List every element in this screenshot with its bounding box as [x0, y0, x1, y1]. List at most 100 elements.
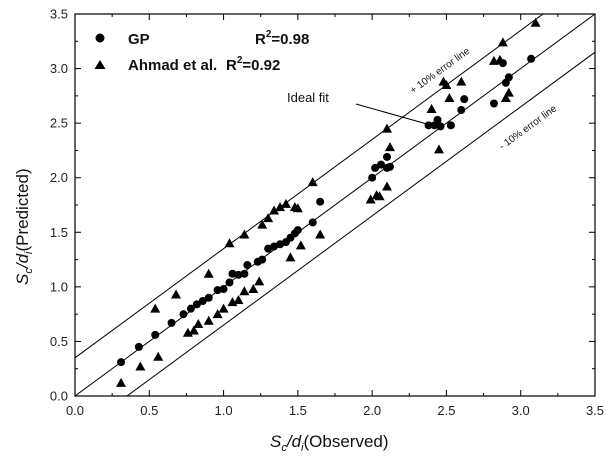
- ahmad-point-18: [254, 276, 265, 286]
- y-tick-label-7: 3.5: [50, 7, 68, 22]
- ahmad-point-22: [275, 202, 286, 212]
- gp-point-28: [371, 163, 380, 172]
- legend-label-ahmad: Ahmad et al.: [128, 57, 217, 74]
- gp-point-44: [527, 54, 536, 63]
- y-tick-label-5: 2.5: [50, 116, 68, 131]
- ahmad-point-4: [171, 289, 182, 299]
- axis-ticks: [74, 13, 596, 397]
- legend-r2-gp: R2=0.98: [255, 29, 309, 48]
- ahmad-point-45: [500, 93, 511, 103]
- ahmad-point-21: [269, 205, 280, 215]
- ahmad-point-41: [456, 76, 467, 86]
- ahmad-point-15: [239, 286, 250, 296]
- ahmad-point-9: [203, 268, 214, 278]
- ahmad-point-39: [441, 79, 452, 89]
- ahmad-point-11: [218, 303, 229, 313]
- y-axis-label: Sc/di(Predicted): [13, 168, 35, 285]
- ahmad-point-3: [153, 351, 164, 361]
- gp-point-26: [316, 197, 325, 206]
- reference-line-2: [126, 51, 595, 396]
- gp-point-25: [308, 218, 317, 227]
- ahmad-point-24: [285, 252, 296, 262]
- gp-point-27: [368, 173, 377, 182]
- ahmad-point-16: [239, 229, 250, 239]
- ahmad-point-0: [116, 377, 127, 387]
- ahmad-point-32: [374, 191, 385, 201]
- gp-point-0: [117, 358, 126, 367]
- x-tick-label-4: 2.0: [363, 403, 381, 418]
- ahmad-point-43: [494, 54, 505, 64]
- gp-point-11: [225, 278, 234, 287]
- x-axis-label: Sc/di(Observed): [270, 432, 389, 454]
- data-points: [116, 17, 541, 387]
- gp-point-2: [151, 330, 160, 339]
- ahmad-point-27: [295, 240, 306, 250]
- x-tick-label-0: 0.0: [66, 403, 84, 418]
- y-tick-label-1: 0.5: [50, 334, 68, 349]
- ahmad-point-30: [365, 194, 376, 204]
- gp-point-5: [186, 304, 195, 313]
- ahmad-point-40: [444, 93, 455, 103]
- gp-point-10: [219, 285, 228, 294]
- ahmad-point-23: [280, 198, 291, 208]
- ahmad-point-37: [434, 144, 444, 154]
- ahmad-point-47: [530, 17, 541, 27]
- legend-label-gp: GP: [128, 31, 150, 48]
- x-tick-label-3: 1.5: [289, 403, 307, 418]
- gp-point-13: [234, 270, 243, 279]
- ahmad-point-10: [212, 309, 223, 319]
- gp-point-35: [433, 115, 442, 124]
- ahmad-point-12: [224, 238, 235, 248]
- x-tick-label-5: 2.5: [437, 403, 455, 418]
- legend-r2-ahmad: R2=0.92: [226, 55, 280, 74]
- ahmad-point-35: [384, 142, 395, 152]
- y-tick-label-3: 1.5: [50, 225, 68, 240]
- ahmad-point-8: [203, 315, 214, 325]
- ahmad-point-29: [315, 229, 326, 239]
- legend: GP R2=0.98 Ahmad et al. R2=0.92: [94, 29, 309, 74]
- y-tick-label-0: 0.0: [50, 389, 68, 404]
- gp-point-29: [377, 160, 386, 169]
- gp-point-30: [383, 152, 391, 161]
- ahmad-point-2: [150, 303, 161, 313]
- ideal-fit-label: Ideal fit: [287, 90, 329, 105]
- ahmad-point-20: [263, 213, 274, 223]
- legend-marker-ahmad: [94, 60, 106, 69]
- gp-point-4: [179, 310, 188, 319]
- y-tick-label-2: 1.0: [50, 279, 68, 294]
- ahmad-point-17: [248, 284, 259, 294]
- gp-point-38: [457, 106, 466, 115]
- ahmad-point-44: [497, 37, 508, 47]
- ahmad-point-26: [292, 203, 303, 213]
- gp-point-14: [240, 269, 249, 278]
- gp-point-12: [228, 269, 237, 278]
- tick-labels: 0.0 0.5 1.0 1.5 2.0 2.5 3.0 3.5 0.0 0.5 1.0 1.5 2.0 2…: [50, 7, 604, 419]
- ahmad-point-46: [503, 87, 514, 97]
- ahmad-point-1: [135, 361, 146, 371]
- ahmad-point-36: [426, 103, 437, 113]
- ahmad-point-7: [193, 318, 204, 328]
- reference-line-1: [75, 14, 544, 359]
- ideal-fit-arrow: [355, 103, 435, 127]
- x-tick-label-7: 3.5: [586, 403, 604, 418]
- ahmad-point-19: [257, 219, 268, 229]
- gp-point-9: [213, 286, 222, 295]
- gp-point-24: [293, 226, 302, 235]
- x-tick-label-2: 1.0: [215, 403, 233, 418]
- x-tick-label-6: 3.0: [512, 403, 530, 418]
- gp-point-7: [198, 297, 207, 306]
- ahmad-point-34: [382, 123, 392, 133]
- legend-marker-gp: [95, 33, 105, 43]
- gp-point-37: [446, 121, 455, 130]
- ahmad-point-6: [188, 325, 199, 335]
- gp-point-3: [167, 318, 176, 327]
- gp-point-36: [436, 122, 445, 131]
- x-tick-label-1: 0.5: [140, 403, 158, 418]
- gp-point-8: [204, 293, 213, 302]
- y-tick-label-4: 2.0: [50, 170, 68, 185]
- ahmad-point-28: [307, 177, 318, 187]
- ahmad-point-14: [233, 294, 244, 304]
- gp-point-15: [243, 261, 252, 270]
- ideal-fit-annotation: Ideal fit: [287, 90, 435, 127]
